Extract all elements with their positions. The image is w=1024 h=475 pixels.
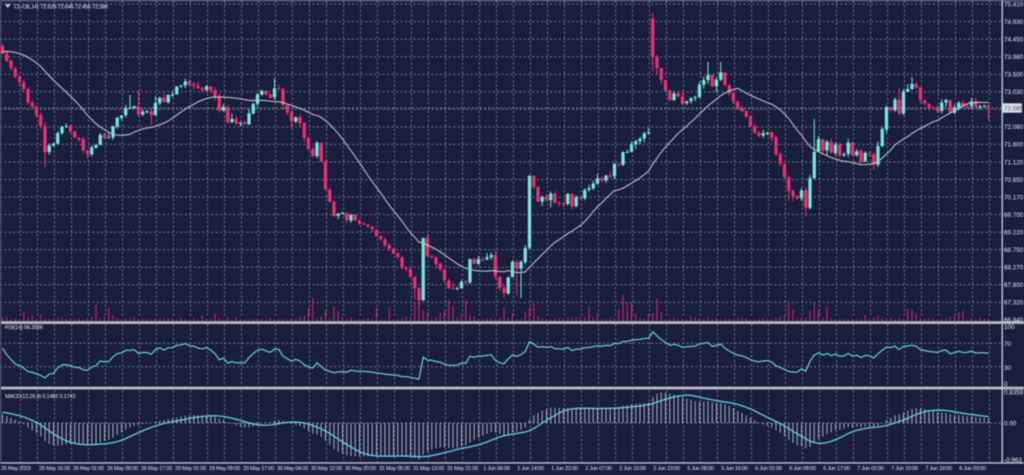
- svg-text:30 May 20:00: 30 May 20:00: [345, 466, 376, 472]
- svg-text:0.00: 0.00: [1004, 420, 1017, 427]
- svg-text:-0.963: -0.963: [1004, 457, 1022, 464]
- svg-text:0.8359: 0.8359: [1004, 390, 1024, 397]
- svg-text:RSI(14) 56.3566: RSI(14) 56.3566: [5, 325, 43, 331]
- svg-text:68.750: 68.750: [1004, 247, 1024, 254]
- svg-text:100: 100: [1004, 324, 1015, 331]
- svg-text:2 Jun 07:00: 2 Jun 07:00: [585, 466, 612, 472]
- svg-text:71.120: 71.120: [1004, 159, 1024, 166]
- svg-text:1 Jun 14:00: 1 Jun 14:00: [517, 466, 544, 472]
- svg-text:0: 0: [1004, 381, 1008, 388]
- svg-text:69.220: 69.220: [1004, 230, 1024, 237]
- svg-text:25 May 16:00: 25 May 16:00: [39, 466, 70, 472]
- svg-text:7 Jun 18:00: 7 Jun 18:00: [925, 466, 952, 472]
- svg-text:73.500: 73.500: [1004, 72, 1024, 79]
- svg-text:67.320: 67.320: [1004, 300, 1024, 307]
- svg-text:75.410: 75.410: [1004, 1, 1024, 8]
- svg-text:7 Jun 10:00: 7 Jun 10:00: [891, 466, 918, 472]
- svg-text:69.700: 69.700: [1004, 212, 1024, 219]
- svg-text:70: 70: [1004, 341, 1012, 348]
- svg-text:1 Jun 06:00: 1 Jun 06:00: [483, 466, 510, 472]
- svg-text:70.650: 70.650: [1004, 177, 1024, 184]
- svg-text:67.800: 67.800: [1004, 282, 1024, 289]
- svg-text:74.450: 74.450: [1004, 36, 1024, 43]
- svg-text:26 May 09:00: 26 May 09:00: [107, 466, 138, 472]
- svg-text:CL-OIL,H1 72.625 72.645 72.45: CL-OIL,H1 72.625 72.645 72.455 72.585: [14, 5, 108, 11]
- svg-text:MACD(12,26,9) 0.1482 0.1743: MACD(12,26,9) 0.1482 0.1743: [5, 394, 75, 400]
- svg-text:31 May 05:00: 31 May 05:00: [379, 466, 410, 472]
- svg-text:29 May 01:00: 29 May 01:00: [175, 466, 206, 472]
- svg-text:29 May 17:00: 29 May 17:00: [243, 466, 274, 472]
- svg-text:30 May 04:00: 30 May 04:00: [277, 466, 308, 472]
- svg-text:71.600: 71.600: [1004, 142, 1024, 149]
- svg-text:7 Jun 02:00: 7 Jun 02:00: [857, 466, 884, 472]
- svg-text:8 Jun 03:00: 8 Jun 03:00: [959, 466, 986, 472]
- svg-text:72.585: 72.585: [1004, 105, 1024, 112]
- svg-text:66.840: 66.840: [1004, 317, 1024, 324]
- svg-text:2 Jun 15:00: 2 Jun 15:00: [619, 466, 646, 472]
- svg-text:30: 30: [1004, 365, 1012, 372]
- svg-text:74.930: 74.930: [1004, 19, 1024, 26]
- svg-text:6 Jun 09:00: 6 Jun 09:00: [789, 466, 816, 472]
- svg-text:31 May 13:00: 31 May 13:00: [413, 466, 444, 472]
- svg-text:73.030: 73.030: [1004, 89, 1024, 96]
- svg-text:31 May 21:00: 31 May 21:00: [447, 466, 478, 472]
- svg-text:70.170: 70.170: [1004, 194, 1024, 201]
- svg-text:72.080: 72.080: [1004, 124, 1024, 131]
- svg-text:26 May 01:00: 26 May 01:00: [73, 466, 104, 472]
- svg-text:25 May 2023: 25 May 2023: [1, 466, 31, 472]
- svg-text:5 Jun 16:00: 5 Jun 16:00: [721, 466, 748, 472]
- svg-text:30 May 12:00: 30 May 12:00: [311, 466, 342, 472]
- svg-text:29 May 09:00: 29 May 09:00: [209, 466, 240, 472]
- svg-text:26 May 17:00: 26 May 17:00: [141, 466, 172, 472]
- svg-text:6 Jun 01:00: 6 Jun 01:00: [755, 466, 782, 472]
- svg-text:5 Jun 08:00: 5 Jun 08:00: [687, 466, 714, 472]
- svg-text:6 Jun 17:00: 6 Jun 17:00: [823, 466, 850, 472]
- svg-text:73.980: 73.980: [1004, 54, 1024, 61]
- svg-text:2 Jun 23:00: 2 Jun 23:00: [653, 466, 680, 472]
- svg-text:68.270: 68.270: [1004, 265, 1024, 272]
- svg-text:1 Jun 22:00: 1 Jun 22:00: [551, 466, 578, 472]
